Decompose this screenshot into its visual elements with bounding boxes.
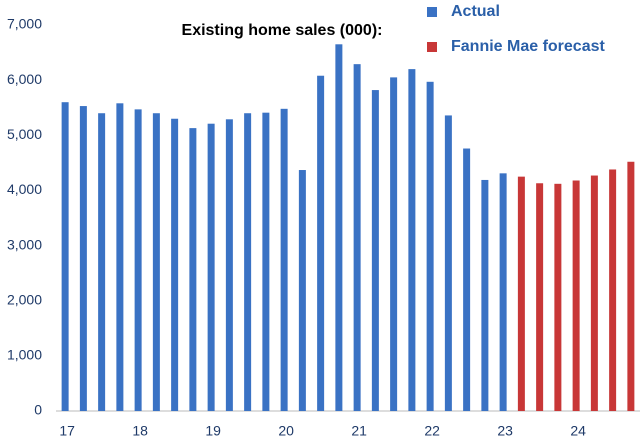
bar: [536, 183, 544, 411]
bar: [225, 119, 233, 412]
bar: [98, 113, 106, 411]
bar: [353, 64, 361, 411]
x-tick-label: 18: [132, 423, 148, 439]
y-tick-label: 5,000: [7, 126, 42, 142]
bar: [499, 173, 507, 411]
y-tick-label: 2,000: [7, 291, 42, 307]
x-tick-label: 21: [351, 423, 367, 439]
bar: [134, 109, 142, 412]
x-tick-label: 17: [59, 423, 75, 439]
bar: [244, 113, 252, 411]
legend-swatch: [427, 7, 437, 17]
legend-swatch: [427, 42, 437, 52]
x-tick-label: 20: [278, 423, 294, 439]
bar: [426, 81, 434, 411]
x-tick-label: 23: [497, 423, 513, 439]
bar: [152, 113, 160, 411]
bar: [298, 170, 306, 411]
x-tick-label: 19: [205, 423, 221, 439]
y-tick-label: 6,000: [7, 71, 42, 87]
bar: [517, 176, 525, 411]
chart-title: Existing home sales (000):: [182, 22, 383, 39]
bar: [171, 118, 179, 411]
bar: [262, 112, 270, 412]
y-tick-label: 4,000: [7, 181, 42, 197]
bar: [408, 69, 416, 411]
bar: [116, 103, 124, 411]
bar: [590, 175, 598, 411]
bar: [335, 44, 343, 412]
bar: [554, 183, 562, 411]
bar: [481, 179, 489, 411]
bar: [207, 123, 215, 411]
y-tick-label: 3,000: [7, 236, 42, 252]
bar: [390, 77, 398, 411]
x-tick-label: 24: [570, 423, 586, 439]
bar: [189, 128, 197, 412]
bar: [280, 108, 288, 412]
legend-label: Fannie Mae forecast: [451, 38, 606, 55]
y-tick-label: 1,000: [7, 347, 42, 363]
bar: [79, 106, 87, 411]
bar: [61, 102, 69, 411]
y-tick-label: 7,000: [7, 16, 42, 32]
legend-label: Actual: [451, 3, 500, 20]
bar: [627, 161, 635, 411]
bar: [609, 169, 617, 411]
x-tick-label: 22: [424, 423, 440, 439]
bar: [572, 180, 580, 411]
bar: [317, 75, 325, 411]
y-tick-label: 0: [34, 402, 42, 418]
bar: [444, 115, 452, 411]
bar: [371, 90, 379, 411]
bar: [463, 148, 471, 411]
